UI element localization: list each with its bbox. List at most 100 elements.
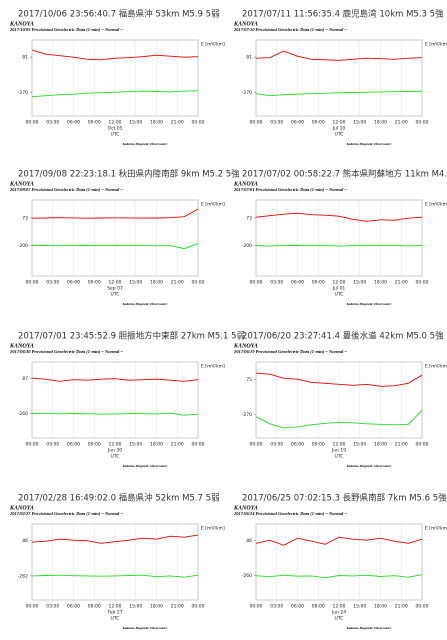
x-tick-label: 12:00 [333,442,346,448]
x-tick-label: 15:00 [353,604,366,610]
x-tick-label: 03:00 [270,442,283,448]
y-tick-label: 87 [22,376,28,382]
data-line [31,574,199,578]
y2-label: E [mV/km] [201,42,225,48]
x-tick-label: 12:00 [109,604,122,610]
data-line [31,208,199,219]
x-tick-label: 18:00 [150,120,163,126]
x-tick-label: 00:00 [192,120,205,126]
data-line [255,50,423,61]
x-tick-label: 12:00 [333,280,346,286]
y2-label: E [mV/km] [425,202,447,208]
x-axis-label: UTC [111,616,120,622]
x-tick-label: 06:00 [291,280,304,286]
x-tick-label: 18:00 [374,604,387,610]
y2-label: E [mV/km] [425,42,447,48]
date-label: Jun 24 [331,610,346,616]
x-tick-label: 12:00 [109,442,122,448]
x-tick-label: 00:00 [192,442,205,448]
station: KANOYA [9,21,34,27]
x-tick-label: 18:00 [150,280,163,286]
date-label: Jul 01 [332,286,346,292]
x-tick-label: 15:00 [129,442,142,448]
x-tick-label: 18:00 [150,604,163,610]
subtitle: 2017/10/05 Provisional Geoelectric Data … [9,27,123,32]
station: KANOYA [233,181,258,187]
subtitle: 2017/06/19 Provisional Geoelectric Data … [233,349,347,354]
date-label: Oct 05 [108,126,123,132]
x-axis-label: UTC [335,292,344,298]
data-line [31,534,199,544]
footer: Kakioka Magnetic Observatory [122,142,168,146]
footer: Kakioka Magnetic Observatory [346,464,392,468]
footer: Kakioka Magnetic Observatory [346,626,392,630]
x-tick-label: 00:00 [416,120,429,126]
x-tick-label: 09:00 [88,120,101,126]
station: KANOYA [233,21,258,27]
y2-label: E [mV/km] [425,364,447,370]
x-tick-label: 18:00 [374,120,387,126]
y-tick-label: 81 [246,55,252,61]
x-tick-label: 15:00 [353,280,366,286]
x-tick-label: 21:00 [171,280,184,286]
station: KANOYA [9,343,34,349]
x-tick-label: 21:00 [395,280,408,286]
x-axis-label: UTC [335,454,344,460]
chart-title: 2017/09/08 22:23:18.1 秋田県内陸南部 9km M5.2 5… [18,169,240,180]
data-line [31,49,199,61]
x-tick-label: 15:00 [353,120,366,126]
x-tick-label: 00:00 [416,442,429,448]
x-tick-label: 06:00 [67,442,80,448]
data-line [31,243,199,250]
x-tick-label: 06:00 [291,442,304,448]
station: KANOYA [233,505,258,511]
y-tick-label: -200 [18,243,28,249]
x-tick-label: 03:00 [46,604,59,610]
x-tick-label: 06:00 [291,120,304,126]
y-tick-label: -260 [242,573,252,579]
data-line [31,377,199,382]
y-tick-label: 81 [22,55,28,61]
subtitle: 2017/07/10 Provisional Geoelectric Data … [233,27,347,32]
x-tick-label: 00:00 [250,442,263,448]
data-line [31,412,199,416]
x-tick-label: 21:00 [395,604,408,610]
date-label: Jul 10 [332,126,346,132]
data-line [255,212,423,222]
data-line [255,536,423,546]
x-axis-label: UTC [111,292,120,298]
chart-title: 2017/07/01 23:45:52.9 胆振地方中東部 27km M5.1 … [18,331,245,342]
x-tick-label: 21:00 [171,442,184,448]
x-tick-label: 00:00 [192,604,205,610]
x-tick-label: 03:00 [46,442,59,448]
x-tick-label: 15:00 [129,604,142,610]
y2-label: E [mV/km] [425,526,447,532]
data-line [255,90,423,97]
chart-title: 2017/06/20 23:27:41.4 豊後水道 42km M5.0 5強 [242,331,444,342]
chart-title: 2017/06/25 07:02:15.3 長野県南部 7km M5.6 5強 [242,493,447,504]
y-tick-label: 75 [246,377,252,383]
x-tick-label: 21:00 [395,120,408,126]
y-tick-label: -200 [242,243,252,249]
date-label: Jun 19 [331,448,346,454]
x-axis-label: UTC [111,454,120,460]
station: KANOYA [9,505,34,511]
data-line [31,90,199,98]
x-tick-label: 06:00 [291,604,304,610]
chart-title: 2017/07/11 11:56:35.4 鹿児島湾 10km M5.3 5強 [242,9,444,20]
subtitle: 2017/06/30 Provisional Geoelectric Data … [9,349,123,354]
x-tick-label: 09:00 [312,120,325,126]
x-tick-label: 03:00 [270,280,283,286]
y-tick-label: -270 [242,90,252,96]
footer: Kakioka Magnetic Observatory [122,464,168,468]
y-tick-label: 73 [22,215,28,221]
x-tick-label: 09:00 [312,442,325,448]
x-tick-label: 12:00 [333,604,346,610]
footer: Kakioka Magnetic Observatory [346,142,392,146]
footer: Kakioka Magnetic Observatory [346,302,392,306]
x-tick-label: 12:00 [109,280,122,286]
y2-label: E [mV/km] [201,364,225,370]
x-tick-label: 00:00 [250,604,263,610]
subtitle: 2017/02/27 Provisional Geoelectric Data … [9,511,123,516]
